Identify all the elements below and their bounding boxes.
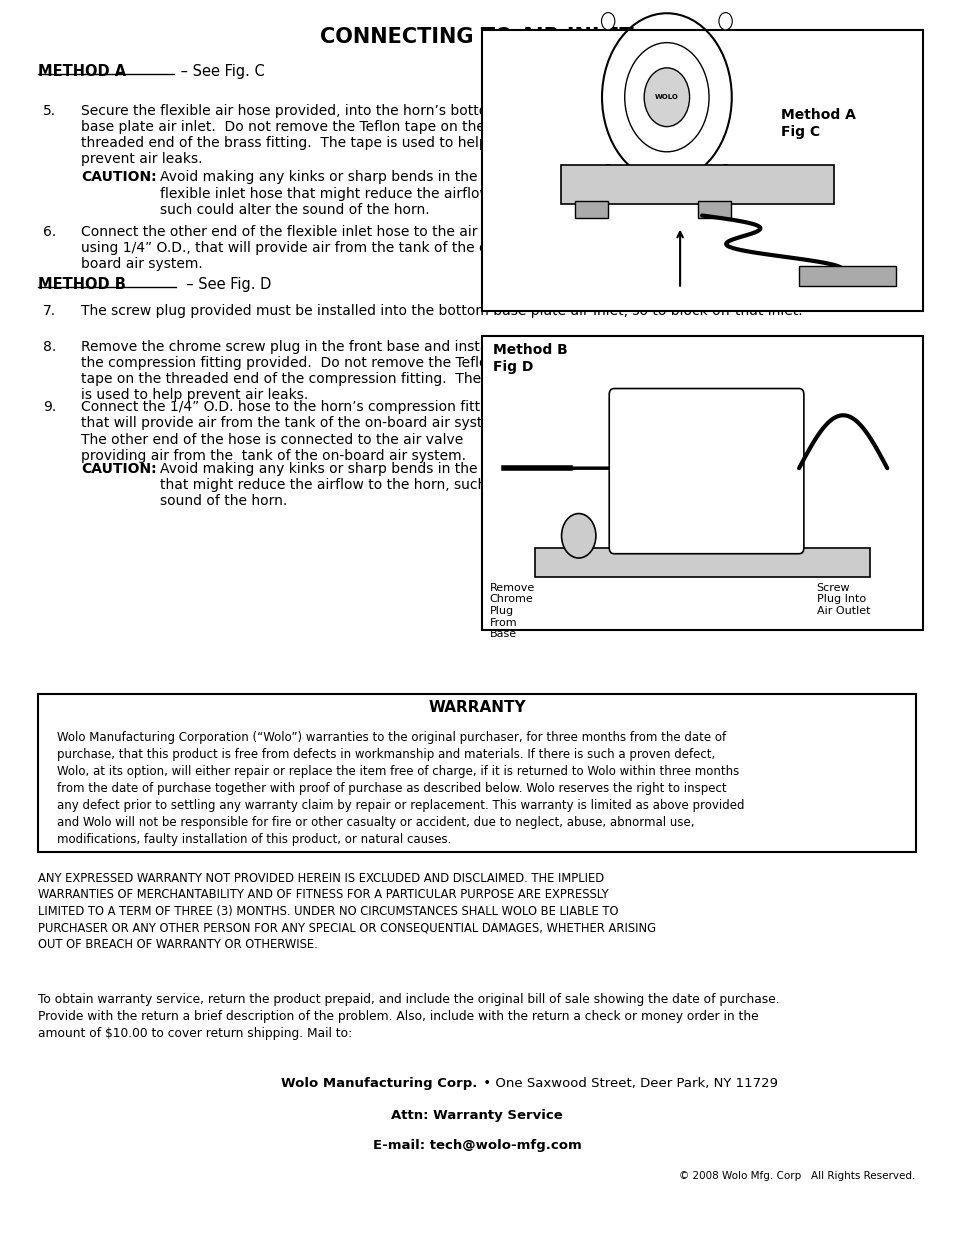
Text: Connect the other end of the flexible inlet hose to the air valve
using 1/4” O.D: Connect the other end of the flexible in… [81, 225, 519, 272]
Bar [574, 201, 607, 219]
Text: ANY EXPRESSED WARRANTY NOT PROVIDED HEREIN IS EXCLUDED AND DISCLAIMED. THE IMPLI: ANY EXPRESSED WARRANTY NOT PROVIDED HERE… [38, 872, 656, 951]
Circle shape [561, 514, 596, 558]
Text: 9.: 9. [43, 400, 56, 414]
Text: Connect the 1/4” O.D. hose to the horn’s compression fitting,
that will provide : Connect the 1/4” O.D. hose to the horn’s… [81, 400, 508, 463]
Text: Method A
Fig C: Method A Fig C [781, 109, 856, 138]
Text: WARRANTY: WARRANTY [428, 700, 525, 715]
Text: METHOD A: METHOD A [38, 64, 126, 79]
Text: • One Saxwood Street, Deer Park, NY 11729: • One Saxwood Street, Deer Park, NY 1172… [478, 1077, 777, 1091]
Circle shape [719, 164, 732, 182]
Text: Attn: Warranty Service: Attn: Warranty Service [391, 1109, 562, 1123]
Bar [560, 164, 834, 204]
Text: The screw plug provided must be installed into the bottom base plate air inlet, : The screw plug provided must be installe… [81, 304, 801, 317]
Text: Wolo Manufacturing Corp.: Wolo Manufacturing Corp. [280, 1077, 476, 1091]
Text: Avoid making any kinks or sharp bends in the hose
that might reduce the airflow : Avoid making any kinks or sharp bends in… [160, 462, 592, 509]
Text: © 2008 Wolo Mfg. Corp   All Rights Reserved.: © 2008 Wolo Mfg. Corp All Rights Reserve… [679, 1171, 915, 1181]
Text: CAUTION:: CAUTION: [81, 170, 156, 184]
Bar [799, 267, 895, 285]
Circle shape [600, 12, 614, 30]
Text: 8.: 8. [43, 340, 56, 353]
Text: Wolo Manufacturing Corporation (“Wolo”) warranties to the original purchaser, fo: Wolo Manufacturing Corporation (“Wolo”) … [57, 731, 744, 846]
Circle shape [719, 12, 732, 30]
Text: 7.: 7. [43, 304, 56, 317]
Circle shape [600, 164, 614, 182]
Text: Secure the flexible air hose provided, into the horn’s bottom
base plate air inl: Secure the flexible air hose provided, i… [81, 104, 500, 167]
Bar [534, 547, 869, 577]
Text: 5.: 5. [43, 104, 56, 117]
Text: WOLO: WOLO [655, 94, 679, 100]
Text: 6.: 6. [43, 225, 56, 238]
Text: Method B
Fig D: Method B Fig D [493, 343, 567, 373]
Text: Remove
Chrome
Plug
From
Base: Remove Chrome Plug From Base [489, 583, 534, 640]
Text: Remove the chrome screw plug in the front base and install
the compression fitti: Remove the chrome screw plug in the fron… [81, 340, 517, 403]
Bar [697, 201, 730, 219]
Text: METHOD B: METHOD B [38, 277, 126, 291]
Bar [481, 336, 922, 630]
Text: To obtain warranty service, return the product prepaid, and include the original: To obtain warranty service, return the p… [38, 993, 779, 1040]
Text: CONNECTING TO AIR INLET: CONNECTING TO AIR INLET [320, 27, 633, 47]
Text: – See Fig. D: – See Fig. D [177, 277, 272, 291]
Bar [481, 30, 922, 311]
FancyBboxPatch shape [609, 389, 803, 553]
Text: E-mail: tech@wolo-mfg.com: E-mail: tech@wolo-mfg.com [373, 1139, 580, 1152]
Circle shape [643, 68, 689, 127]
Bar [38, 694, 915, 852]
Text: CAUTION:: CAUTION: [81, 462, 156, 475]
Text: Avoid making any kinks or sharp bends in the
flexible inlet hose that might redu: Avoid making any kinks or sharp bends in… [160, 170, 577, 217]
Text: – See Fig. C: – See Fig. C [175, 64, 264, 79]
Text: Screw
Plug Into
Air Outlet: Screw Plug Into Air Outlet [816, 583, 869, 616]
